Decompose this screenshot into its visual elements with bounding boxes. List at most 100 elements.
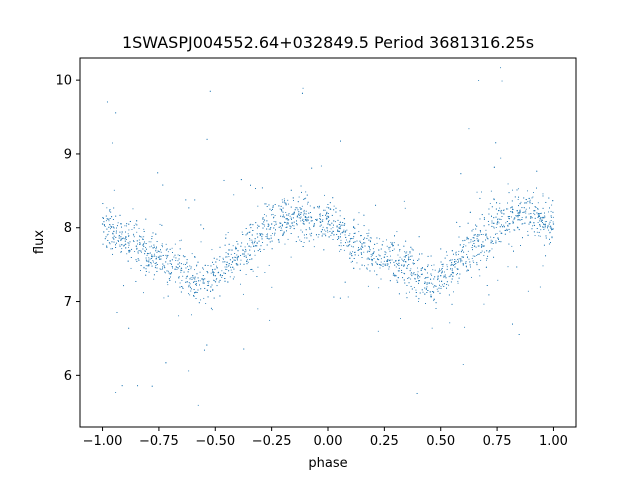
data-point — [451, 262, 453, 264]
data-point — [460, 259, 462, 261]
data-point — [287, 218, 288, 220]
data-point — [323, 209, 324, 211]
data-point — [261, 236, 263, 238]
data-point — [318, 207, 320, 209]
x-tick-label: −1.00 — [83, 434, 123, 449]
data-point — [326, 211, 328, 213]
data-point — [446, 264, 448, 266]
x-tick-label: 1.00 — [539, 434, 568, 449]
data-point — [552, 200, 554, 202]
data-point — [506, 228, 508, 230]
data-point — [203, 228, 205, 230]
data-point — [501, 216, 503, 217]
data-point — [313, 225, 315, 227]
data-point — [128, 229, 130, 231]
data-point — [179, 282, 181, 284]
data-point — [392, 250, 394, 251]
data-point — [289, 215, 291, 217]
data-point — [133, 224, 135, 226]
data-point — [244, 251, 246, 253]
data-point — [376, 237, 378, 239]
data-point — [110, 228, 111, 230]
data-point — [361, 264, 363, 266]
data-point — [169, 260, 171, 262]
data-point — [242, 234, 244, 235]
data-point — [550, 220, 552, 221]
data-point — [527, 234, 529, 236]
data-point — [321, 229, 323, 231]
data-point — [463, 244, 465, 246]
data-point — [230, 253, 232, 255]
data-point — [344, 224, 345, 226]
data-point — [212, 271, 214, 273]
data-point — [405, 240, 407, 242]
data-point — [268, 238, 270, 240]
data-point — [275, 223, 277, 225]
data-point — [148, 271, 150, 273]
data-point — [228, 249, 229, 251]
data-point — [375, 256, 377, 257]
data-point — [499, 202, 501, 204]
data-point — [240, 259, 242, 261]
data-point — [498, 222, 500, 224]
data-point — [369, 270, 371, 272]
data-point — [427, 255, 429, 257]
data-point — [368, 258, 370, 260]
data-point — [265, 203, 267, 205]
data-point — [451, 259, 453, 261]
data-point — [287, 214, 289, 216]
data-point — [174, 254, 176, 256]
data-point — [251, 258, 253, 260]
data-point — [115, 215, 117, 217]
data-point — [500, 157, 502, 159]
data-point — [300, 208, 301, 210]
data-point — [550, 225, 552, 227]
data-point — [511, 216, 513, 218]
data-point — [531, 228, 533, 230]
data-point — [394, 275, 396, 277]
data-point — [512, 323, 513, 325]
data-point — [511, 206, 513, 208]
data-point — [388, 268, 390, 270]
data-point — [179, 265, 181, 267]
data-point — [185, 267, 187, 269]
data-point — [108, 231, 110, 232]
data-point — [534, 210, 536, 212]
data-point — [167, 251, 169, 253]
data-point — [452, 271, 454, 273]
data-point — [396, 231, 398, 233]
data-point — [509, 218, 510, 220]
data-point — [227, 253, 229, 254]
data-point — [440, 286, 442, 288]
data-point — [152, 232, 154, 234]
data-point — [458, 253, 459, 255]
data-point — [293, 228, 295, 230]
data-point — [145, 218, 147, 220]
data-point — [199, 271, 201, 273]
data-point — [193, 277, 195, 279]
x-tick-label: −0.50 — [195, 434, 235, 449]
data-point — [505, 229, 507, 231]
data-point — [324, 194, 325, 196]
y-tick-label: 9 — [64, 147, 72, 162]
data-point — [456, 221, 458, 223]
data-point — [544, 215, 546, 217]
data-point — [103, 224, 105, 226]
data-point — [376, 263, 378, 265]
data-point — [112, 233, 114, 235]
x-tick-label: 0.00 — [314, 434, 343, 449]
data-point — [145, 270, 147, 272]
data-point — [106, 246, 108, 248]
data-point — [128, 235, 130, 237]
data-point — [491, 215, 492, 217]
data-point — [225, 256, 227, 258]
data-point — [449, 260, 451, 262]
data-point — [242, 249, 244, 251]
data-point — [540, 229, 542, 231]
data-point — [331, 222, 333, 224]
data-point — [247, 261, 249, 263]
data-point — [174, 268, 176, 270]
data-point — [320, 222, 322, 223]
data-point — [145, 268, 147, 270]
data-point — [432, 283, 434, 285]
